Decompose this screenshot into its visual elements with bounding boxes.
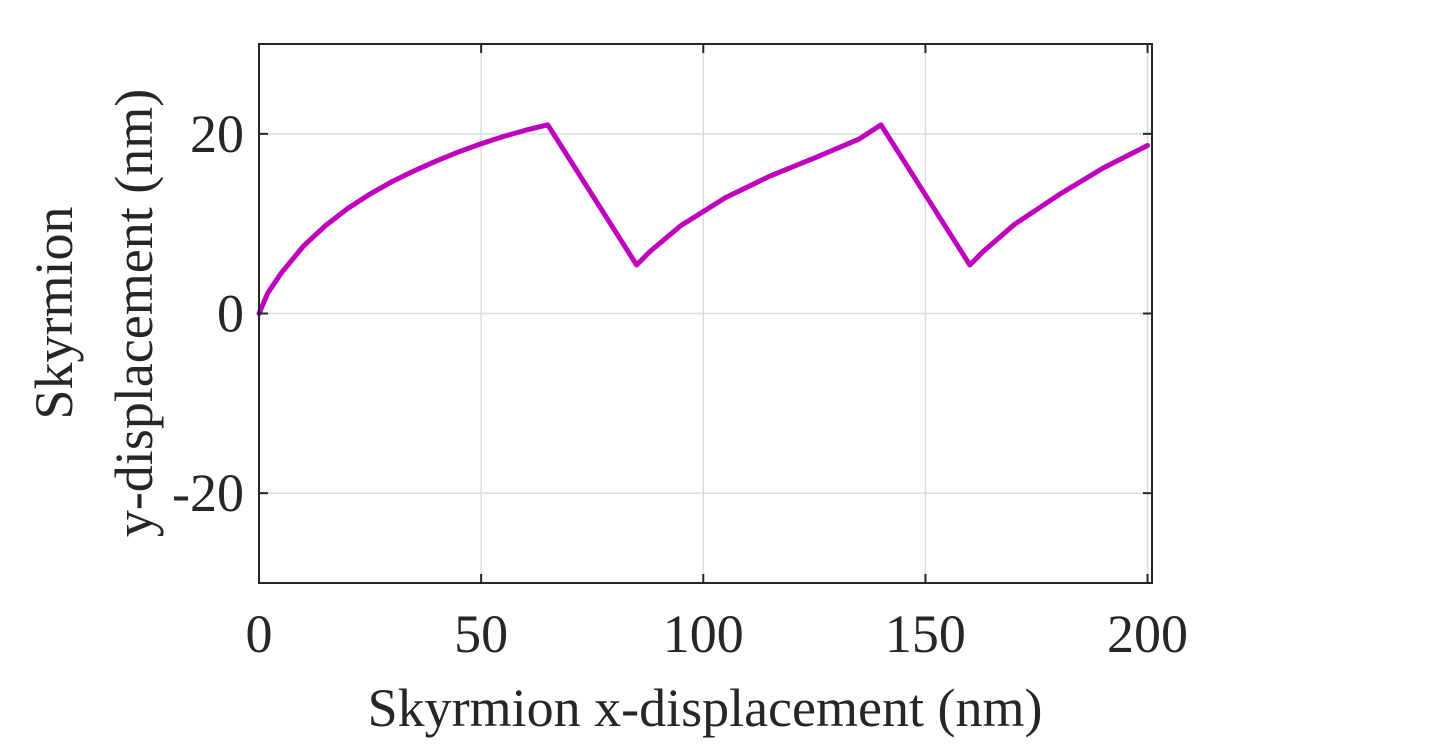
x-axis-label: Skyrmion x-displacement (nm) [368,678,1043,738]
tick-labels: 0 50 100 150 200 -20 0 20 [172,104,1188,664]
x-tick-label: 0 [246,604,273,664]
x-tick-label: 200 [1107,604,1188,664]
y-axis-label-line-1: Skyrmion [24,206,84,419]
data-series [256,122,1151,316]
y-axis-label-2: y-displacement (nm) [104,89,164,537]
tick-marks [258,44,1152,583]
series-line [256,122,1151,316]
y-axis-label: Skyrmion [24,206,84,419]
y-tick-label: 20 [190,104,244,164]
y-axis-label-line-2: y-displacement (nm) [104,89,164,537]
x-tick-label: 100 [663,604,744,664]
x-tick-label: 50 [454,604,508,664]
y-tick-label: 0 [217,284,244,344]
x-tick-label: 150 [885,604,966,664]
y-tick-label: -20 [172,463,244,523]
